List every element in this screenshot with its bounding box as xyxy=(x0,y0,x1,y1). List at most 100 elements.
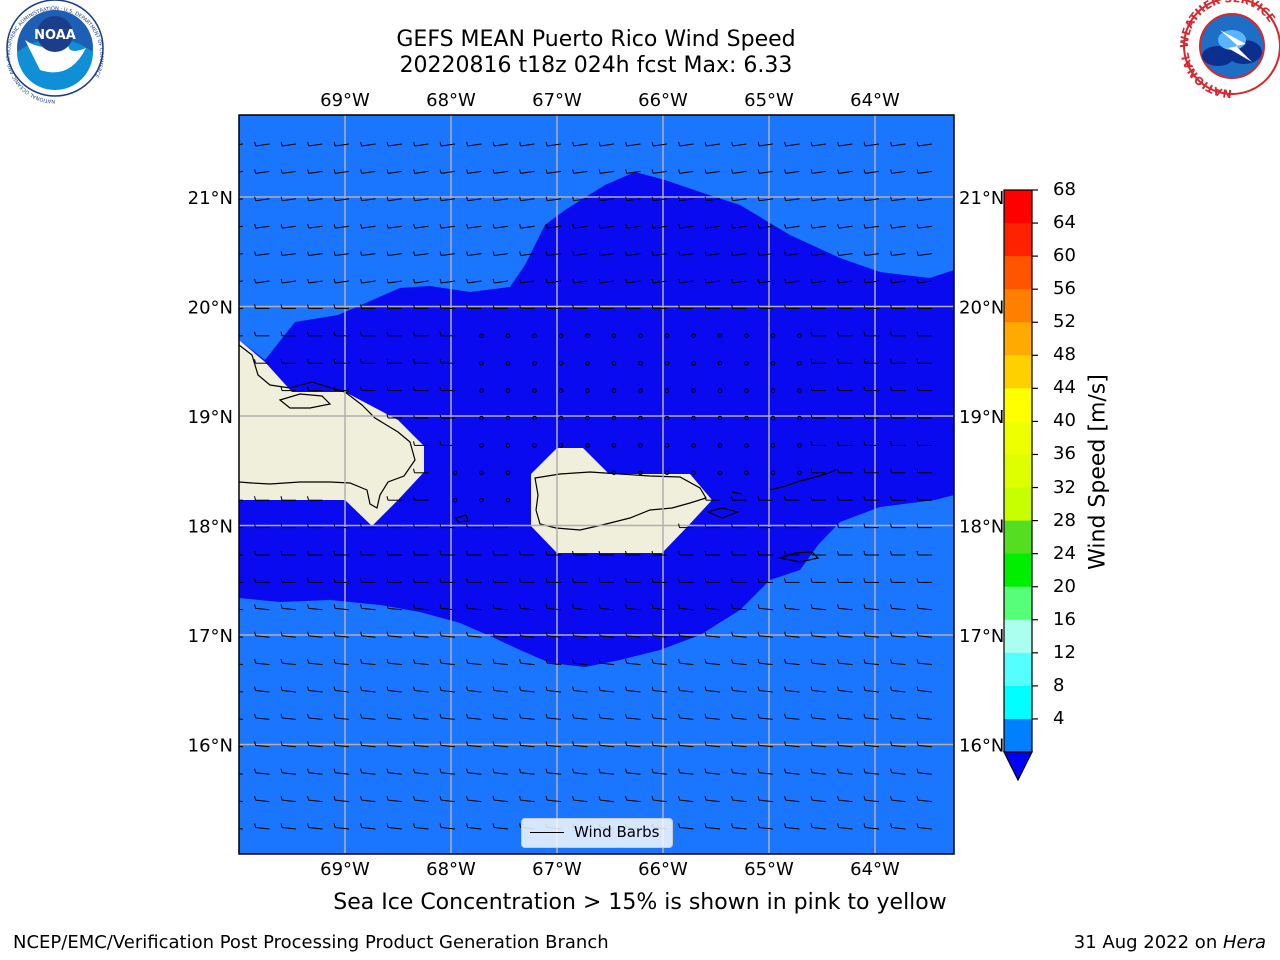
wind-barb xyxy=(731,686,747,693)
wind-barb xyxy=(678,196,694,202)
wind-barb xyxy=(413,550,429,556)
lat-tick-left: 20°N xyxy=(188,298,233,319)
wind-barb xyxy=(916,196,933,202)
wind-barb xyxy=(890,768,906,775)
wind-barb xyxy=(784,713,800,720)
wind-barb xyxy=(598,796,615,803)
wind-barb xyxy=(810,278,827,284)
wind-barb xyxy=(704,741,721,748)
wind-barb-calm xyxy=(717,443,723,448)
wind-barb xyxy=(916,169,933,174)
wind-barb xyxy=(439,196,456,202)
wind-barb xyxy=(492,251,509,257)
wind-barb-calm xyxy=(770,415,776,421)
wind-barb xyxy=(572,304,588,309)
wind-barb xyxy=(837,741,853,748)
wind-barb xyxy=(678,251,694,257)
lat-tick-right: 21°N xyxy=(959,188,1004,209)
wind-barb-calm xyxy=(479,443,484,448)
wind-barb-calm xyxy=(638,333,643,339)
wind-barb xyxy=(572,169,588,174)
wind-barb xyxy=(678,523,694,529)
wind-barb-calm xyxy=(797,388,802,393)
wind-barb xyxy=(651,713,668,720)
wind-barb xyxy=(280,659,297,666)
wind-barb xyxy=(492,169,509,174)
colorbar-band xyxy=(1004,190,1032,224)
wind-barb xyxy=(757,169,774,174)
wind-barb xyxy=(519,578,535,583)
wind-barb xyxy=(890,304,906,309)
wind-barb xyxy=(307,550,323,556)
wind-barb xyxy=(837,386,853,392)
wind-barb xyxy=(784,196,800,202)
wind-barb xyxy=(333,768,350,775)
wind-barb xyxy=(280,741,297,748)
wind-barb xyxy=(863,604,880,611)
wind-barb xyxy=(704,278,721,284)
lat-tick-right: 20°N xyxy=(959,298,1004,319)
wind-barb-calm xyxy=(532,443,537,448)
wind-barb xyxy=(254,196,270,202)
lat-tick-right: 17°N xyxy=(959,626,1004,647)
wind-barb xyxy=(386,169,403,174)
wind-barb xyxy=(572,251,588,257)
wind-barb xyxy=(492,741,509,748)
wind-barb xyxy=(651,141,668,147)
wind-barb xyxy=(439,578,455,583)
wind-barb xyxy=(757,304,773,309)
colorbar-band xyxy=(1004,619,1032,654)
wind-barb xyxy=(519,768,535,775)
wind-barb xyxy=(439,604,456,611)
colorbar-band xyxy=(1004,355,1032,389)
wind-barb xyxy=(890,823,906,830)
wind-barb xyxy=(386,251,403,257)
wind-barb xyxy=(360,768,376,775)
wind-barb xyxy=(598,141,615,147)
wind-barb-calm xyxy=(479,360,484,366)
wind-barb xyxy=(863,304,879,309)
wind-barb xyxy=(678,796,694,803)
wind-barb xyxy=(333,796,350,803)
wind-barb xyxy=(890,686,906,693)
wind-barb xyxy=(863,141,880,147)
wind-barb xyxy=(545,196,562,202)
wind-barb xyxy=(837,604,853,611)
wind-barb xyxy=(678,768,694,775)
coastline-vieques xyxy=(706,507,741,519)
wind-barb xyxy=(916,768,933,775)
wind-barb xyxy=(360,631,376,638)
wind-barb xyxy=(890,359,906,364)
lat-tick-left: 19°N xyxy=(188,407,233,428)
wind-barb xyxy=(731,604,747,611)
wind-barb xyxy=(837,196,853,202)
wind-barb xyxy=(651,251,668,257)
wind-barb xyxy=(625,278,641,284)
wind-barb xyxy=(704,251,721,257)
wind-barb xyxy=(784,578,800,583)
footer-date-text: 31 Aug 2022 on xyxy=(1073,932,1223,953)
wind-barb xyxy=(757,713,774,720)
colorbar xyxy=(1003,189,1038,782)
wind-barb-calm xyxy=(797,443,802,448)
wind-barb-calm xyxy=(558,388,564,393)
lon-tick-top: 66°W xyxy=(638,90,688,111)
colorbar-band xyxy=(1004,322,1032,356)
wind-barb xyxy=(333,141,350,147)
wind-barb-calm xyxy=(664,415,670,421)
wind-barb-calm xyxy=(505,333,511,339)
wind-barb-calm xyxy=(558,415,564,421)
wind-barb xyxy=(360,196,376,202)
wind-barb xyxy=(413,523,429,529)
wind-barb xyxy=(466,196,482,202)
wind-barb xyxy=(239,280,244,283)
wind-barb xyxy=(625,659,641,666)
wind-barb xyxy=(731,578,747,583)
wind-barb xyxy=(863,386,879,392)
wind-barb xyxy=(863,659,880,666)
wind-barb xyxy=(678,141,694,147)
wind-barb xyxy=(837,659,853,666)
wind-barb xyxy=(360,741,376,748)
wind-barb xyxy=(572,659,588,666)
wind-barb xyxy=(863,578,879,583)
